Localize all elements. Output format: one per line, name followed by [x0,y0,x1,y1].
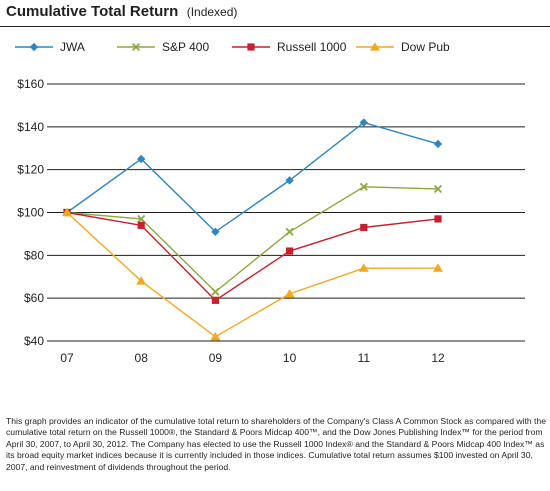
data-point-russell-1000 [286,247,294,255]
data-point-jwa [285,176,294,185]
legend-marker [370,42,380,51]
data-point-s-p-400 [359,182,368,191]
data-point-jwa [433,139,443,149]
series-line-s-p-400 [66,186,439,293]
x-tick-label: 11 [358,351,371,365]
series-russell-1000 [63,208,442,304]
legend-item-russell-1000: Russell 1000 [232,40,347,54]
y-tick-label: $120 [17,163,44,177]
data-point-russell-1000 [211,296,219,304]
data-point-s-p-400 [211,287,220,296]
y-tick-label: $140 [17,120,44,134]
chart-caption: This graph provides an indicator of the … [6,416,546,472]
data-point-russell-1000 [360,223,368,232]
legend-label: S&P 400 [162,40,209,54]
legend-marker [131,42,141,52]
grid [47,83,525,342]
chart-title: Cumulative Total Return [6,3,179,20]
data-point-dow-pub [62,207,72,217]
legend-item-jwa: JWA [15,40,85,54]
y-tick-label: $60 [24,291,44,305]
x-tick-label: 10 [283,351,297,365]
data-point-jwa [211,227,220,236]
y-tick-label: $80 [24,248,44,262]
legend-marker [29,42,39,52]
legend-item-s-p-400: S&P 400 [117,40,209,54]
series-line-dow-pub [66,211,438,338]
y-tick-label: $160 [17,77,44,91]
series-dow-pub [62,207,443,341]
x-tick-label: 07 [60,351,74,365]
legend-label: Russell 1000 [277,40,347,54]
data-point-dow-pub [433,263,443,272]
x-tick-label: 09 [209,351,223,365]
series-line-jwa [66,121,439,233]
data-point-jwa [137,154,146,164]
series-group [62,118,443,341]
y-tick-label: $100 [17,206,44,220]
data-point-jwa [359,118,368,127]
legend: JWA S&P 400 Russell 1000 Dow Pub [15,40,450,54]
legend-marker [247,43,255,51]
data-point-s-p-400 [285,227,294,236]
line-chart: JWA S&P 400 Russell 1000 Dow Pub $40$60$80$… [0,26,550,365]
data-point-s-p-400 [433,184,443,193]
data-point-s-p-400 [137,214,146,223]
series-s-p-400 [62,182,443,296]
data-point-dow-pub [358,263,369,272]
data-point-russell-1000 [137,221,145,229]
x-tick-label: 08 [135,351,149,365]
y-axis-ticks: $40 $60 $80 $100 $120 $140 $160 [17,77,44,348]
x-tick-label: 12 [431,351,445,365]
series-line-russell-1000 [66,211,439,302]
data-point-russell-1000 [434,215,442,223]
chart-title-block: Cumulative Total Return (Indexed) [6,3,237,21]
legend-item-dow-pub: Dow Pub [356,40,450,54]
data-point-dow-pub [136,276,147,285]
chart-subtitle: (Indexed) [186,5,238,19]
y-tick-label: $40 [24,334,44,348]
legend-label: JWA [60,40,85,54]
legend-label: Dow Pub [401,40,450,54]
data-point-dow-pub [210,331,221,341]
x-axis-ticks: 07 08 09 10 11 12 [60,351,445,365]
data-point-dow-pub [284,289,295,298]
series-jwa [62,118,443,236]
